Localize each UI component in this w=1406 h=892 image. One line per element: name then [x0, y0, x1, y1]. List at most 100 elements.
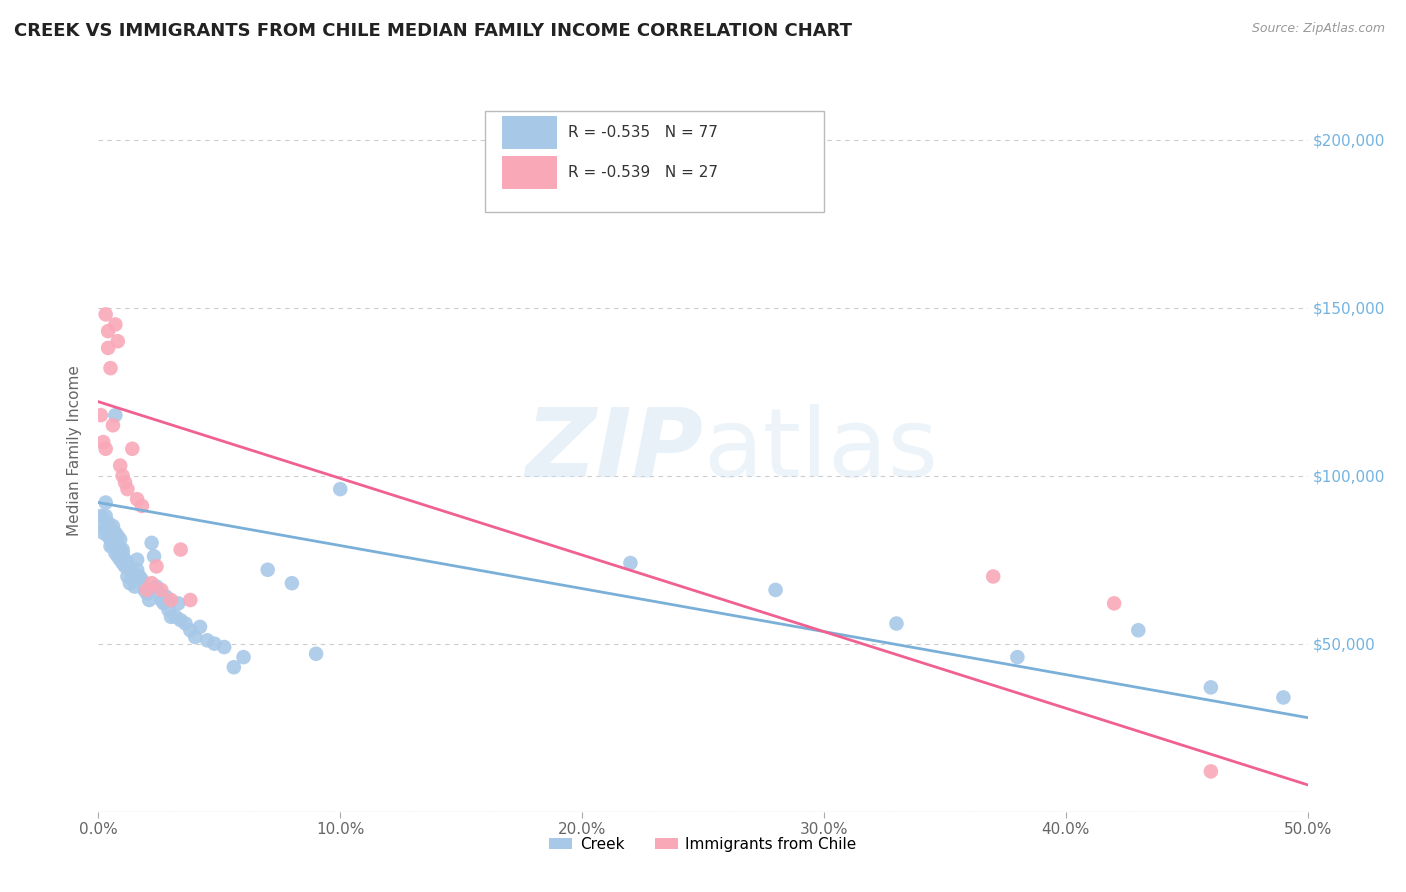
Point: [100, 523, 122, 537]
Point: [619, 556, 641, 570]
Point: [329, 482, 352, 496]
Text: CREEK VS IMMIGRANTS FROM CHILE MEDIAN FAMILY INCOME CORRELATION CHART: CREEK VS IMMIGRANTS FROM CHILE MEDIAN FA…: [14, 22, 852, 40]
Point: [111, 542, 134, 557]
Point: [114, 559, 136, 574]
Point: [212, 640, 235, 654]
Point: [232, 650, 254, 665]
Point: [94, 495, 117, 509]
Point: [91, 516, 114, 530]
Point: [97, 516, 120, 530]
Point: [127, 492, 149, 507]
Point: [117, 482, 139, 496]
Point: [169, 542, 191, 557]
Point: [188, 620, 211, 634]
Point: [104, 546, 127, 560]
Point: [90, 408, 112, 422]
FancyBboxPatch shape: [485, 111, 824, 212]
Text: Source: ZipAtlas.com: Source: ZipAtlas.com: [1251, 22, 1385, 36]
Point: [1102, 596, 1125, 610]
Point: [145, 559, 167, 574]
Point: [104, 408, 127, 422]
Point: [131, 573, 153, 587]
Point: [104, 525, 127, 540]
Point: [141, 576, 163, 591]
Point: [104, 318, 127, 332]
Point: [138, 593, 160, 607]
Point: [108, 542, 131, 557]
Point: [174, 616, 197, 631]
Point: [114, 552, 136, 566]
Point: [107, 529, 129, 543]
Point: [1199, 764, 1222, 779]
Point: [117, 556, 139, 570]
Point: [179, 593, 201, 607]
Point: [124, 573, 146, 587]
Bar: [502, 156, 557, 188]
Point: [101, 539, 124, 553]
Point: [131, 499, 153, 513]
Point: [100, 533, 122, 547]
Point: [107, 539, 129, 553]
Point: [121, 442, 143, 456]
Point: [1007, 650, 1029, 665]
Point: [157, 603, 180, 617]
Point: [981, 569, 1004, 583]
Point: [160, 609, 183, 624]
Point: [184, 630, 207, 644]
Point: [101, 519, 124, 533]
Point: [305, 647, 328, 661]
Point: [111, 546, 134, 560]
Point: [204, 637, 226, 651]
Point: [165, 609, 187, 624]
Point: [108, 552, 131, 566]
Point: [1128, 624, 1150, 638]
Point: [148, 586, 170, 600]
Point: [108, 458, 131, 473]
Point: [107, 549, 129, 564]
Y-axis label: Median Family Income: Median Family Income: [67, 365, 83, 536]
Text: atlas: atlas: [703, 404, 938, 497]
Point: [111, 556, 134, 570]
Bar: [502, 116, 557, 149]
Point: [195, 633, 218, 648]
Text: R = -0.535   N = 77: R = -0.535 N = 77: [568, 125, 717, 140]
Point: [141, 536, 163, 550]
Point: [101, 529, 124, 543]
Point: [97, 529, 120, 543]
Point: [222, 660, 245, 674]
Point: [97, 324, 120, 338]
Point: [127, 552, 149, 566]
Point: [90, 508, 112, 523]
Point: [155, 590, 177, 604]
Point: [94, 307, 117, 321]
Point: [152, 596, 174, 610]
Point: [111, 468, 134, 483]
Point: [94, 523, 117, 537]
Point: [121, 566, 143, 581]
Point: [100, 525, 122, 540]
Point: [256, 563, 278, 577]
Point: [107, 334, 129, 349]
Point: [150, 582, 173, 597]
Point: [104, 536, 127, 550]
Point: [160, 593, 183, 607]
Point: [94, 508, 117, 523]
Point: [91, 435, 114, 450]
Point: [128, 569, 150, 583]
Point: [169, 613, 191, 627]
Point: [118, 576, 141, 591]
Point: [135, 582, 157, 597]
Point: [91, 525, 114, 540]
Point: [117, 569, 139, 583]
Legend: Creek, Immigrants from Chile: Creek, Immigrants from Chile: [543, 831, 863, 858]
Point: [127, 563, 149, 577]
Point: [150, 593, 173, 607]
Point: [100, 539, 122, 553]
Point: [118, 563, 141, 577]
Point: [886, 616, 908, 631]
Text: ZIP: ZIP: [524, 404, 703, 497]
Text: R = -0.539   N = 27: R = -0.539 N = 27: [568, 165, 717, 180]
Point: [1199, 681, 1222, 695]
Point: [1272, 690, 1295, 705]
Point: [97, 341, 120, 355]
